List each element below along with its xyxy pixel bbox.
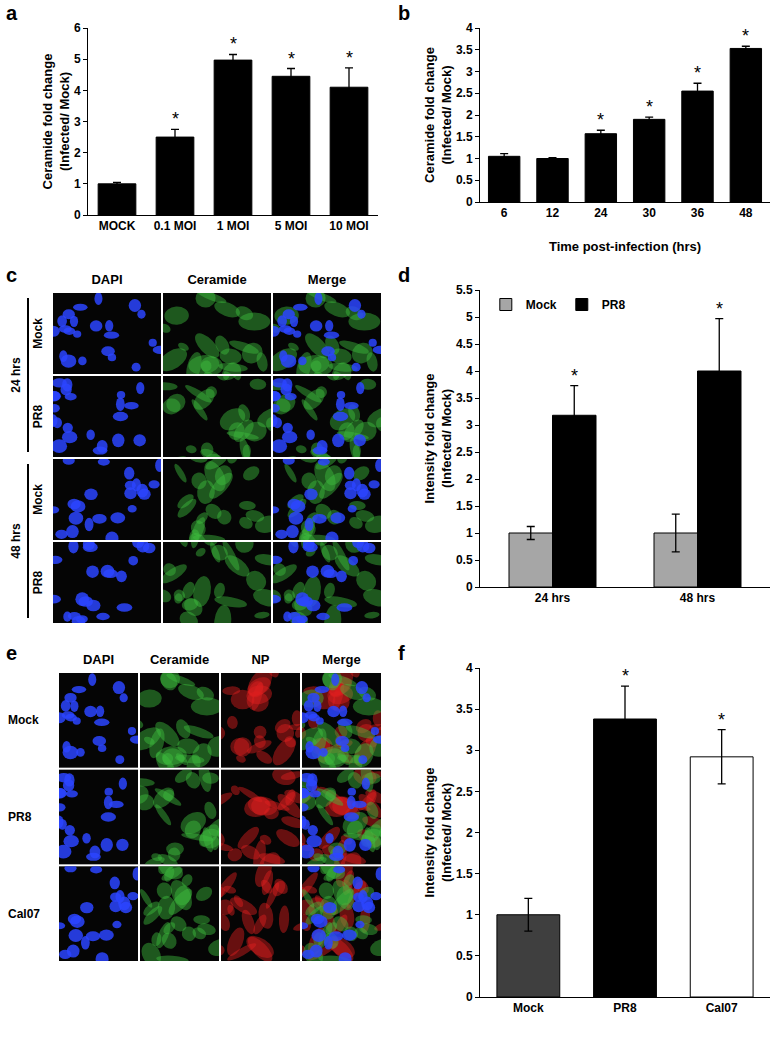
svg-text:Ceramide: Ceramide (187, 272, 246, 287)
svg-text:1: 1 (466, 908, 473, 922)
svg-text:3.5: 3.5 (456, 702, 473, 716)
svg-text:10 MOI: 10 MOI (329, 219, 368, 233)
svg-text:Intensity fold change(Infected: Intensity fold change(Infected/ Mock) (422, 767, 454, 897)
svg-text:1: 1 (466, 152, 473, 166)
svg-text:1 MOI: 1 MOI (217, 219, 250, 233)
svg-text:12: 12 (546, 206, 560, 220)
svg-text:PR8: PR8 (602, 298, 626, 312)
svg-text:PR8: PR8 (613, 1001, 637, 1015)
svg-text:5: 5 (74, 52, 81, 66)
svg-text:Cal07: Cal07 (8, 907, 40, 921)
svg-text:DAPI: DAPI (91, 272, 122, 287)
svg-text:0.1 MOI: 0.1 MOI (154, 219, 197, 233)
html-text:b: b (398, 2, 411, 24)
svg-text:Ceramide fold change(Infected/: Ceramide fold change(Infected/ Mock) (422, 47, 454, 183)
svg-text:Mock: Mock (31, 484, 45, 515)
svg-text:PR8: PR8 (31, 405, 45, 429)
svg-text:1.5: 1.5 (456, 867, 473, 881)
svg-text:Mock: Mock (31, 318, 45, 349)
svg-text:24 hrs: 24 hrs (9, 357, 23, 393)
svg-text:*: * (622, 666, 629, 686)
html-text:f: f (398, 642, 405, 664)
svg-text:0.5: 0.5 (456, 553, 473, 567)
svg-text:*: * (230, 34, 237, 54)
svg-text:30: 30 (642, 206, 656, 220)
svg-text:3.5: 3.5 (456, 391, 473, 405)
svg-text:*: * (597, 110, 604, 130)
svg-text:1.5: 1.5 (456, 499, 473, 513)
svg-text:*: * (346, 48, 353, 68)
svg-text:*: * (694, 63, 701, 83)
svg-text:PR8: PR8 (31, 571, 45, 595)
svg-text:5 MOI: 5 MOI (275, 219, 308, 233)
svg-text:MOCK: MOCK (99, 219, 136, 233)
svg-text:2: 2 (466, 472, 473, 486)
svg-text:36: 36 (691, 206, 705, 220)
svg-text:Intensity fold change(Infected: Intensity fold change(Infected/ Mock) (422, 373, 454, 503)
svg-text:2: 2 (466, 108, 473, 122)
svg-text:Mock: Mock (8, 713, 39, 727)
svg-text:Ceramide: Ceramide (150, 652, 209, 667)
svg-text:0: 0 (466, 195, 473, 209)
svg-text:*: * (288, 49, 295, 69)
svg-text:48 hrs: 48 hrs (680, 591, 716, 605)
svg-text:PR8: PR8 (8, 810, 32, 824)
svg-text:3: 3 (466, 743, 473, 757)
svg-text:5.5: 5.5 (456, 283, 473, 297)
html-text:e: e (6, 642, 18, 664)
svg-text:2.5: 2.5 (456, 86, 473, 100)
svg-text:24 hrs: 24 hrs (535, 591, 571, 605)
svg-text:1: 1 (466, 526, 473, 540)
svg-text:*: * (718, 710, 725, 730)
svg-text:1: 1 (74, 177, 81, 191)
svg-text:0: 0 (466, 990, 473, 1004)
svg-text:3.5: 3.5 (456, 43, 473, 57)
svg-text:0: 0 (74, 208, 81, 222)
svg-text:DAPI: DAPI (83, 652, 114, 667)
svg-text:4: 4 (466, 661, 473, 675)
svg-text:3: 3 (466, 418, 473, 432)
svg-text:Mock: Mock (513, 1001, 544, 1015)
svg-text:2.5: 2.5 (456, 445, 473, 459)
svg-text:4.5: 4.5 (456, 337, 473, 351)
svg-text:4: 4 (74, 84, 81, 98)
html-text:c: c (6, 264, 18, 286)
svg-text:*: * (571, 366, 578, 386)
svg-text:3: 3 (466, 65, 473, 79)
svg-text:Ceramide fold change(Infected/: Ceramide fold change(Infected/ Mock) (40, 54, 72, 190)
svg-text:48 hrs: 48 hrs (9, 523, 23, 559)
svg-text:5: 5 (466, 310, 473, 324)
svg-text:NP: NP (251, 652, 269, 667)
svg-text:Cal07: Cal07 (706, 1001, 738, 1015)
svg-text:0: 0 (466, 580, 473, 594)
svg-text:6: 6 (501, 206, 508, 220)
svg-text:6: 6 (74, 21, 81, 35)
html-text:a: a (6, 2, 18, 24)
svg-text:*: * (646, 97, 653, 117)
svg-text:Merge: Merge (308, 272, 346, 287)
svg-text:2.5: 2.5 (456, 785, 473, 799)
svg-text:2: 2 (466, 826, 473, 840)
svg-text:Merge: Merge (322, 652, 360, 667)
svg-text:48: 48 (739, 206, 753, 220)
svg-text:*: * (172, 109, 179, 129)
svg-text:Time post-infection (hrs): Time post-infection (hrs) (549, 239, 701, 254)
svg-text:2: 2 (74, 146, 81, 160)
html-text:d: d (398, 264, 411, 286)
svg-text:0.5: 0.5 (456, 173, 473, 187)
svg-text:0.5: 0.5 (456, 949, 473, 963)
svg-text:4: 4 (466, 364, 473, 378)
svg-text:3: 3 (74, 115, 81, 129)
svg-text:*: * (716, 299, 723, 319)
svg-text:*: * (742, 26, 749, 46)
svg-text:Mock: Mock (526, 298, 557, 312)
svg-text:24: 24 (594, 206, 608, 220)
svg-text:4: 4 (466, 21, 473, 35)
svg-text:1.5: 1.5 (456, 130, 473, 144)
